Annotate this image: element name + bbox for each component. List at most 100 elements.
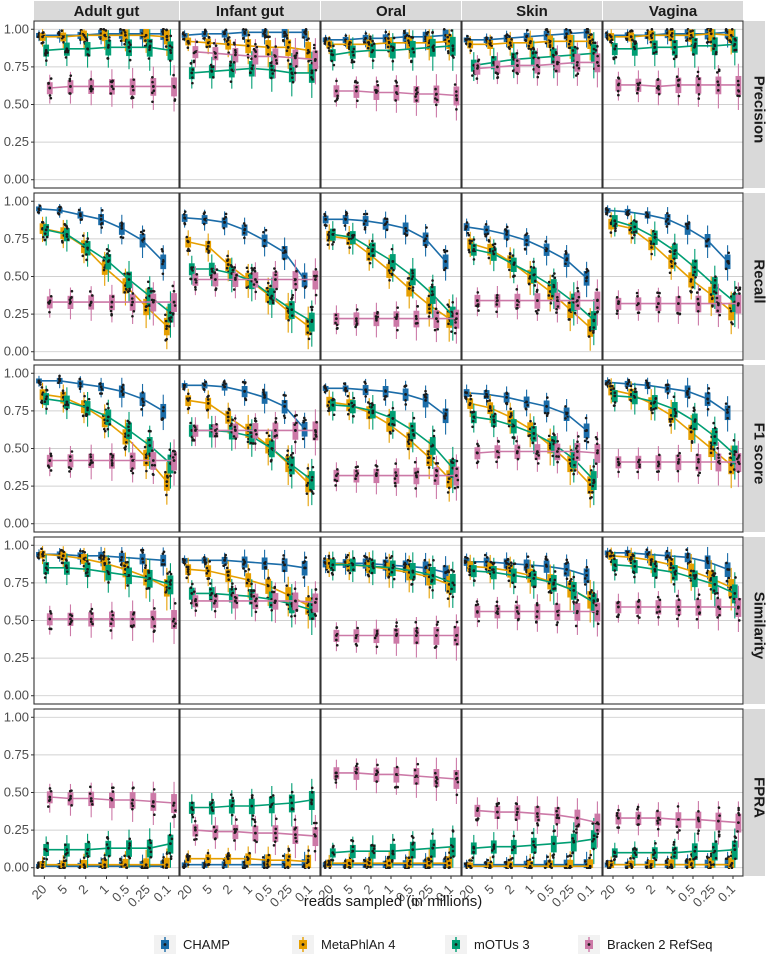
data-point — [270, 64, 273, 68]
data-point — [202, 222, 206, 226]
data-point — [612, 56, 615, 60]
data-point — [716, 446, 719, 450]
data-point — [275, 287, 278, 291]
median-point — [465, 38, 468, 42]
median-point — [657, 605, 660, 609]
data-point — [712, 574, 716, 578]
data-point — [714, 430, 718, 434]
data-point — [713, 592, 717, 595]
data-point — [443, 564, 446, 568]
median-point — [223, 558, 227, 562]
data-point — [41, 31, 44, 35]
data-point — [536, 462, 540, 465]
data-point — [302, 576, 306, 579]
data-point — [372, 42, 376, 46]
data-point — [734, 576, 737, 579]
strip-label-oral: Oral — [376, 3, 406, 20]
data-point — [274, 59, 278, 62]
median-point — [545, 248, 548, 251]
data-point — [735, 457, 739, 461]
data-point — [98, 382, 102, 386]
data-point — [384, 30, 388, 34]
data-point — [274, 273, 277, 277]
data-point — [506, 558, 509, 562]
data-point — [592, 591, 596, 595]
data-point — [426, 461, 430, 464]
data-point — [202, 37, 205, 40]
data-point — [516, 306, 519, 310]
median-point — [103, 863, 107, 867]
data-point — [517, 617, 520, 621]
median-point — [203, 32, 207, 36]
data-point — [515, 288, 519, 291]
data-point — [587, 490, 591, 494]
data-point — [83, 866, 86, 870]
series-champ — [181, 27, 308, 48]
median-point — [512, 263, 516, 266]
median-point — [131, 617, 135, 621]
median-point — [588, 326, 592, 330]
data-point — [89, 610, 92, 613]
data-point — [615, 296, 619, 299]
data-point — [249, 441, 253, 445]
data-point — [733, 37, 737, 41]
data-point — [226, 254, 229, 258]
median-point — [246, 44, 250, 48]
median-point — [657, 460, 660, 464]
data-point — [323, 557, 326, 560]
data-point — [729, 295, 733, 298]
median-point — [576, 299, 579, 302]
data-point — [687, 396, 691, 399]
median-point — [516, 299, 519, 302]
median-point — [592, 51, 596, 55]
data-point — [45, 407, 48, 411]
median-point — [263, 561, 266, 565]
median-point — [606, 380, 609, 384]
data-point — [667, 214, 670, 218]
data-point — [99, 392, 102, 395]
data-point — [696, 70, 700, 74]
median-point — [37, 207, 41, 211]
data-point — [471, 425, 474, 429]
data-point — [557, 447, 560, 450]
data-point — [423, 558, 427, 562]
data-point — [650, 36, 654, 40]
data-point — [173, 304, 177, 307]
median-point — [120, 226, 124, 230]
data-point — [169, 579, 173, 582]
median-point — [344, 217, 347, 221]
data-point — [555, 307, 558, 311]
median-point — [124, 33, 127, 37]
data-point — [633, 233, 636, 237]
data-point — [505, 401, 509, 405]
data-point — [82, 564, 86, 568]
data-point — [617, 600, 620, 604]
data-point — [555, 455, 558, 458]
data-point — [672, 576, 675, 580]
data-point — [672, 395, 676, 399]
data-point — [344, 34, 348, 37]
data-point — [447, 305, 451, 308]
data-point — [511, 581, 514, 585]
data-point — [515, 51, 519, 55]
data-point — [304, 418, 307, 422]
median-point — [649, 558, 653, 562]
data-point — [110, 305, 113, 309]
data-point — [46, 841, 49, 845]
panel-vagina-similarity — [602, 536, 744, 705]
data-point — [225, 40, 229, 43]
data-point — [514, 600, 518, 604]
data-point — [724, 267, 728, 271]
strip-top-vagina — [603, 1, 743, 20]
data-point — [160, 247, 164, 251]
data-point — [165, 327, 168, 331]
data-point — [169, 316, 173, 319]
data-point — [553, 272, 556, 275]
data-point — [568, 28, 572, 32]
data-point — [327, 554, 331, 558]
data-point — [576, 598, 580, 602]
data-point — [151, 100, 154, 104]
y-tick-label: 0.00 — [4, 688, 29, 703]
data-point — [103, 429, 107, 433]
series-bracken-2-refseq — [192, 37, 319, 85]
